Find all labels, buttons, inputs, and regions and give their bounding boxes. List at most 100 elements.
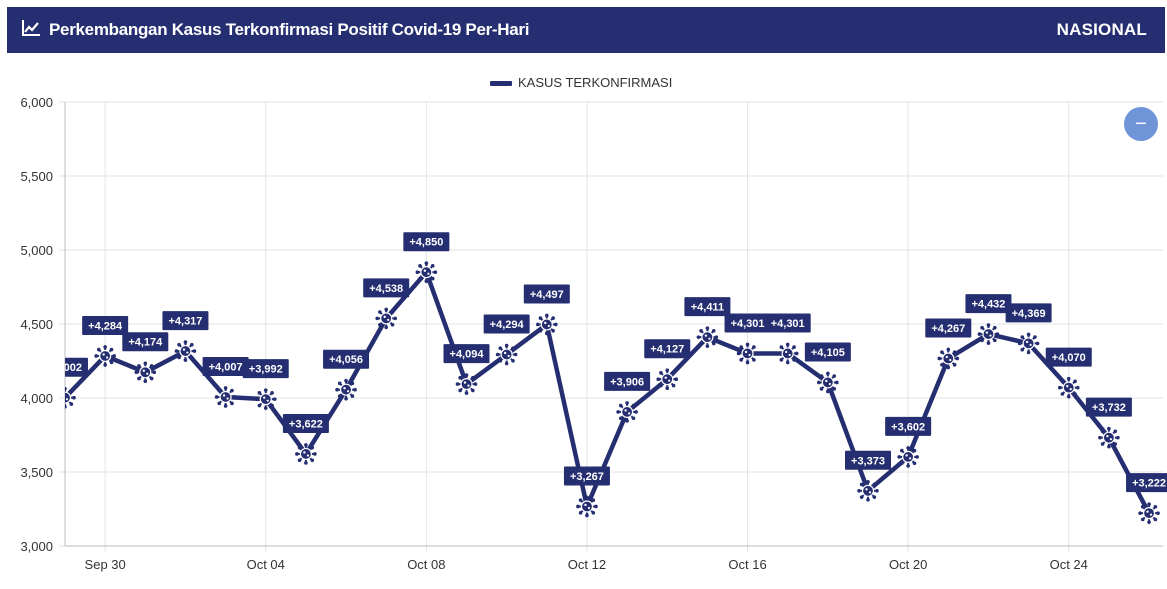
- data-label-box: [845, 450, 891, 470]
- data-label-text: +4,127: [650, 344, 684, 356]
- data-label-box: [604, 371, 651, 391]
- data-point-virus-icon[interactable]: [174, 340, 197, 362]
- data-point-virus-icon[interactable]: [1017, 332, 1040, 355]
- y-tick-label: 3,000: [20, 539, 53, 554]
- x-tick-label: Oct 08: [407, 557, 445, 572]
- data-label-box: [644, 339, 691, 359]
- data-point-virus-icon[interactable]: [214, 386, 237, 408]
- data-label-text: +3,373: [851, 455, 885, 467]
- data-label-box: [162, 311, 209, 331]
- data-label-box: [764, 313, 811, 333]
- data-label: +4,432: [965, 294, 1012, 314]
- data-point-virus-icon[interactable]: [776, 342, 799, 365]
- data-point-virus-icon[interactable]: [536, 313, 558, 336]
- data-label-box: [483, 314, 530, 334]
- data-label-box: [363, 278, 410, 298]
- data-point-virus-icon[interactable]: [295, 443, 317, 465]
- data-label: +4,002: [48, 357, 88, 377]
- data-label-box: [965, 294, 1012, 314]
- x-tick-label: Sep 30: [85, 557, 126, 572]
- data-label-box: [804, 342, 851, 362]
- data-label-text: +3,732: [1092, 402, 1126, 414]
- data-point-virus-icon[interactable]: [857, 479, 879, 502]
- data-label-text: +4,294: [490, 319, 525, 331]
- data-point-virus-icon[interactable]: [54, 386, 76, 409]
- data-point-virus-icon[interactable]: [897, 446, 919, 468]
- data-label-box: [1045, 347, 1092, 367]
- data-point-virus-icon[interactable]: [736, 342, 759, 365]
- header-left: Perkembangan Kasus Terkonfirmasi Positif…: [21, 19, 529, 42]
- data-label-text: +4,301: [771, 318, 805, 330]
- data-label-box: [122, 332, 169, 352]
- y-tick-label: 4,000: [20, 391, 53, 406]
- data-point-virus-icon[interactable]: [1098, 426, 1120, 449]
- legend-swatch: [490, 81, 512, 86]
- data-point-virus-icon[interactable]: [817, 371, 839, 394]
- data-label-box: [925, 318, 972, 338]
- data-label: +4,094: [443, 344, 490, 364]
- data-label: +4,007: [202, 356, 249, 376]
- data-label-text: +3,906: [610, 376, 644, 388]
- data-point-virus-icon[interactable]: [977, 323, 1000, 345]
- data-point-virus-icon[interactable]: [375, 307, 397, 330]
- data-label: +4,284: [82, 315, 129, 335]
- data-point-virus-icon[interactable]: [1138, 502, 1160, 524]
- data-point-virus-icon[interactable]: [616, 401, 638, 423]
- data-point-virus-icon[interactable]: [1057, 376, 1080, 399]
- data-point-virus-icon[interactable]: [335, 378, 357, 401]
- data-label-text: +4,094: [450, 349, 485, 361]
- data-label: +4,174: [122, 332, 169, 352]
- data-label: +3,906: [604, 371, 651, 391]
- data-label-text: +4,432: [971, 299, 1005, 311]
- data-label-text: +3,992: [249, 364, 283, 376]
- data-label-box: [1085, 397, 1132, 417]
- data-label: +3,992: [242, 359, 289, 379]
- data-label: +4,127: [644, 339, 691, 359]
- data-label-box: [885, 416, 932, 436]
- data-label-text: +3,267: [570, 471, 604, 483]
- data-label-box: [403, 232, 450, 252]
- data-point-virus-icon[interactable]: [576, 495, 598, 518]
- data-label: +3,602: [885, 416, 932, 436]
- data-label: +3,622: [282, 413, 329, 433]
- data-point-virus-icon[interactable]: [455, 373, 478, 395]
- data-label-text: +4,174: [128, 337, 163, 349]
- data-label-box: [323, 349, 370, 369]
- data-label-text: +4,002: [48, 362, 82, 374]
- data-point-virus-icon[interactable]: [94, 345, 116, 367]
- chart-title: Perkembangan Kasus Terkonfirmasi Positif…: [49, 20, 530, 39]
- data-label: +4,294: [483, 314, 530, 334]
- data-point-virus-icon[interactable]: [937, 347, 960, 370]
- zoom-out-button[interactable]: −: [1124, 107, 1158, 141]
- data-point-virus-icon[interactable]: [656, 368, 679, 391]
- data-label: +4,369: [1005, 303, 1052, 323]
- data-label-text: +4,538: [369, 283, 403, 295]
- y-tick-label: 3,500: [20, 465, 53, 480]
- data-label-text: +4,411: [691, 302, 724, 314]
- data-label-box: [523, 284, 570, 304]
- data-point-virus-icon[interactable]: [415, 261, 438, 283]
- data-label: +4,070: [1045, 347, 1092, 367]
- series-line-kasus-terkonfirmasi: [65, 269, 1152, 515]
- data-label-box: [202, 356, 249, 376]
- data-label: +4,105: [804, 342, 851, 362]
- data-point-virus-icon[interactable]: [696, 326, 719, 348]
- data-label-text: +3,622: [289, 418, 323, 430]
- data-point-virus-icon[interactable]: [495, 343, 518, 366]
- data-label-box: [282, 413, 329, 433]
- legend[interactable]: KASUS TERKONFIRMASI: [490, 75, 672, 90]
- region-label: NASIONAL: [1056, 20, 1147, 39]
- data-label-text: +3,602: [891, 421, 925, 433]
- data-point-virus-icon[interactable]: [134, 361, 157, 384]
- legend-label: KASUS TERKONFIRMASI: [518, 75, 672, 90]
- chart-area: 3,000 3,500 4,000 4,500 5,000 5,500 6,000 Sep 3…: [0, 55, 1167, 589]
- data-label: +3,373: [845, 450, 891, 470]
- data-label: +3,267: [563, 466, 610, 486]
- data-label: +4,411: [684, 297, 731, 317]
- data-point-virus-icon[interactable]: [254, 388, 277, 410]
- plot-layer: +4,002 +4,284 +4,174 +4,317 +4,007 +3,992 +3,6…: [48, 232, 1167, 524]
- data-label-text: +4,056: [329, 354, 363, 366]
- data-label: +3,732: [1085, 397, 1132, 417]
- data-label-text: +4,267: [931, 323, 965, 335]
- data-label-box: [65, 357, 88, 377]
